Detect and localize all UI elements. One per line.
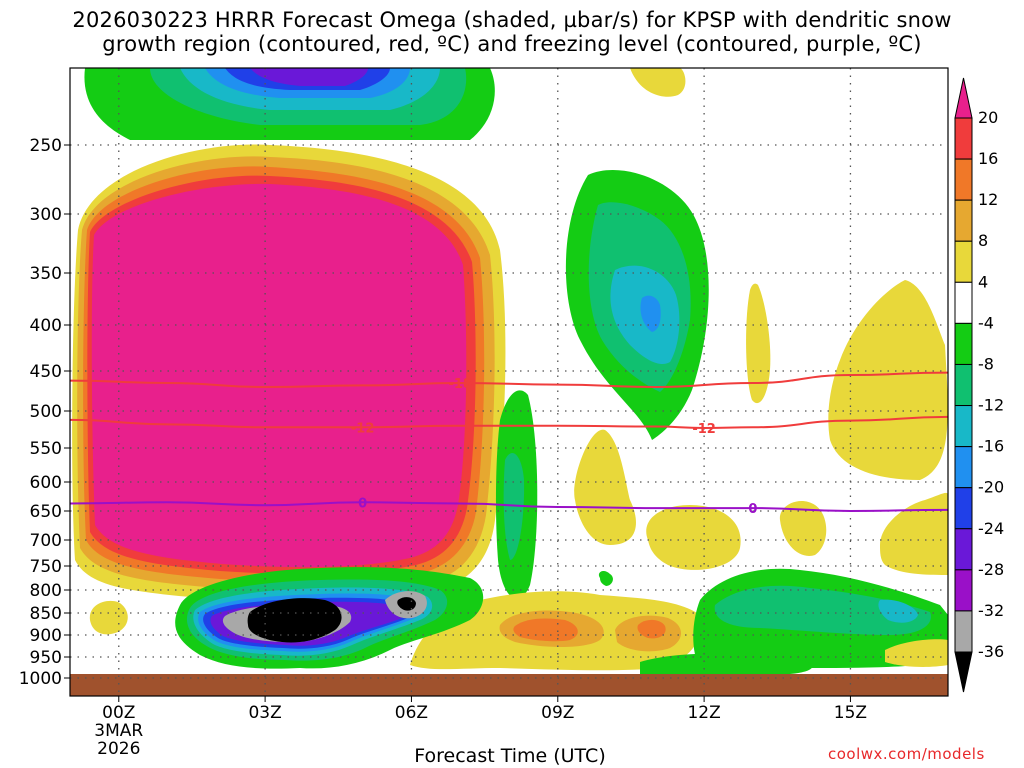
colorbar-label: -20 [978, 478, 1004, 497]
y-tick-label: 550 [30, 439, 62, 459]
colorbar-swatch [954, 117, 973, 160]
y-tick-label: 700 [30, 531, 62, 551]
colorbar-label: 8 [978, 231, 988, 250]
chart-title-line2: growth region (contoured, red, ºC) and f… [102, 32, 922, 56]
y-tick-label: 1000 [19, 669, 62, 689]
contour-dendritic--18 [69, 371, 949, 389]
y-tick-label: 850 [30, 604, 62, 624]
y-tick-label: 300 [30, 205, 62, 225]
x-tick-sublabel: 3MAR [94, 721, 143, 741]
x-tick-label: 09Z [541, 703, 574, 723]
y-axis: 2503003504004505005506006507007508008509… [19, 136, 70, 689]
colorbar-label: 12 [978, 190, 998, 209]
x-tick-label: 12Z [687, 703, 720, 723]
y-tick-label: 500 [30, 402, 62, 422]
colorbar-label: -4 [978, 313, 994, 332]
colorbar-swatch [954, 569, 973, 612]
colorbar-label: -8 [978, 354, 994, 373]
upper-descent-region [84, 68, 495, 140]
x-tick-label: 00Z [102, 703, 135, 723]
y-tick-label: 650 [30, 502, 62, 522]
contour-label: -12 [692, 422, 716, 437]
upward-motion-region [72, 144, 506, 606]
colorbar: 20 16 12 8 4 -4 -8 -12 -16 -20 -24 -28 -32 -36 [954, 77, 1004, 693]
colorbar-swatch [954, 651, 973, 693]
colorbar-label: -32 [978, 601, 1004, 620]
colorbar-swatch [954, 77, 973, 119]
contour-label: 0 [358, 496, 367, 511]
y-tick-label: 250 [30, 136, 62, 156]
colorbar-swatch [954, 446, 973, 489]
colorbar-swatch [954, 240, 973, 283]
y-tick-label: 800 [30, 581, 62, 601]
ground-layer [70, 674, 948, 696]
colorbar-label: 4 [978, 272, 988, 291]
omega-shading [70, 68, 948, 696]
mid-descent-region [565, 170, 709, 440]
x-axis-label: Forecast Time (UTC) [414, 745, 606, 767]
colorbar-label: 20 [978, 108, 998, 127]
x-tick-label: 03Z [248, 703, 281, 723]
colorbar-label: -24 [978, 519, 1004, 538]
colorbar-swatch [954, 322, 973, 365]
x-tick-label: 06Z [395, 703, 428, 723]
colorbar-swatch [954, 199, 973, 242]
colorbar-label: -16 [978, 437, 1004, 456]
x-tick-label: 15Z [834, 703, 867, 723]
y-tick-label: 400 [30, 316, 62, 336]
colorbar-swatch [954, 405, 973, 448]
colorbar-label: -12 [978, 396, 1004, 415]
y-tick-label: 450 [30, 362, 62, 382]
contour-label: -18 [448, 377, 472, 392]
contour-freezing-level-0 [69, 501, 949, 513]
colorbar-swatch [954, 281, 973, 324]
contour-dendritic--12 [69, 415, 949, 430]
contour-lines: -18 -12 -12 0 0 [69, 371, 949, 517]
low-descent-region [175, 567, 484, 669]
x-tick-sublabel: 2026 [97, 739, 140, 759]
y-tick-label: 900 [30, 626, 62, 646]
colorbar-label: -36 [978, 642, 1004, 661]
colorbar-label: 16 [978, 149, 998, 168]
colorbar-swatch [954, 487, 973, 530]
plot-frame [69, 67, 949, 697]
colorbar-label: -28 [978, 560, 1004, 579]
chart-title-line1: 2026030223 HRRR Forecast Omega (shaded, … [72, 8, 952, 32]
contour-label: -12 [351, 421, 375, 436]
y-tick-label: 350 [30, 264, 62, 284]
colorbar-swatch [954, 158, 973, 201]
credit-text: coolwx.com/models [828, 745, 985, 763]
y-tick-label: 950 [30, 648, 62, 668]
y-tick-label: 750 [30, 557, 62, 577]
y-tick-label: 600 [30, 473, 62, 493]
contour-label: 0 [748, 502, 757, 517]
colorbar-swatch [954, 363, 973, 407]
colorbar-swatch [954, 528, 973, 571]
colorbar-swatch [954, 610, 973, 653]
